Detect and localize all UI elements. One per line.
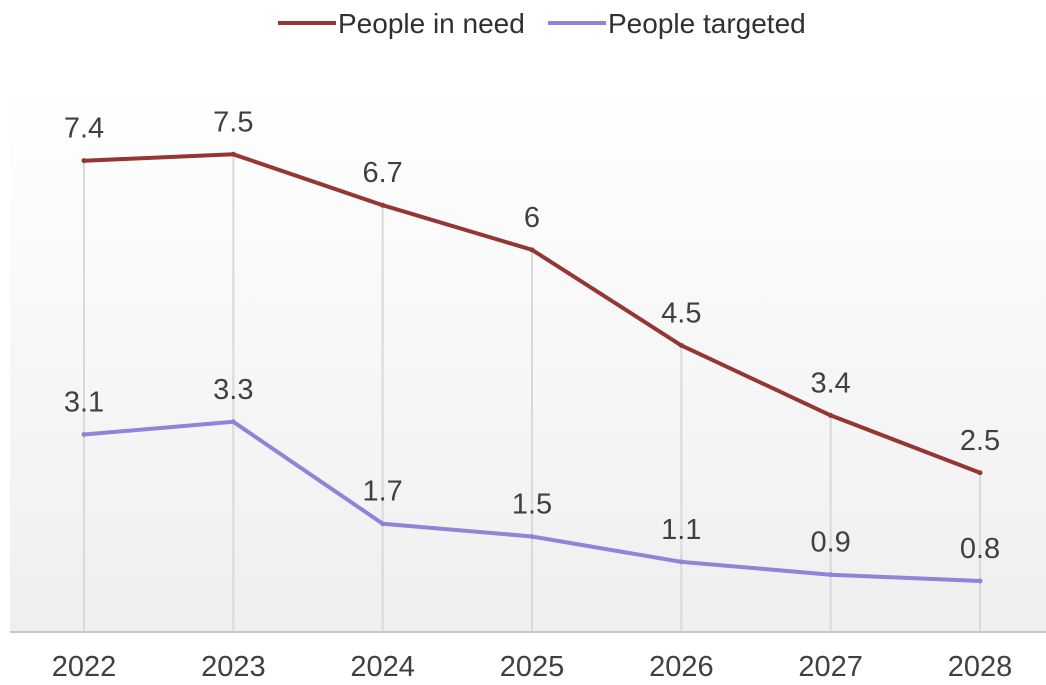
data-point-people-targeted-2026 (678, 559, 684, 565)
data-label-people-targeted-2022: 3.1 (64, 387, 104, 419)
data-label-people-targeted-2025: 1.5 (512, 488, 552, 520)
legend-label-people-targeted: People targeted (608, 8, 806, 39)
data-point-people-targeted-2024 (380, 521, 386, 527)
x-axis-ticks: 2022 2023 2024 2025 2026 2027 2028 (52, 651, 1013, 683)
x-tick-2022: 2022 (52, 651, 117, 683)
x-tick-2028: 2028 (948, 651, 1013, 683)
legend-item-people-targeted: People targeted (548, 8, 806, 39)
data-label-people-in-need-2025: 6 (524, 202, 540, 234)
legend-item-people-in-need: People in need (278, 8, 525, 39)
legend-label-people-in-need: People in need (338, 8, 525, 39)
data-point-people-in-need-2023 (230, 151, 236, 157)
data-label-people-in-need-2023: 7.5 (213, 106, 253, 138)
data-labels: 7.4 7.5 6.7 6 4.5 3.4 2.5 3.1 3.3 1.7 1.5 1.1 0.9 0.8 (64, 106, 1000, 565)
data-point-people-targeted-2023 (230, 419, 236, 425)
x-tick-2026: 2026 (649, 651, 714, 683)
series-lines (81, 151, 983, 584)
legend: People in need People targeted (278, 8, 806, 39)
data-point-people-targeted-2028 (977, 578, 983, 584)
data-label-people-targeted-2023: 3.3 (213, 374, 253, 406)
data-point-people-targeted-2022 (81, 432, 87, 438)
data-point-people-in-need-2027 (828, 412, 834, 418)
data-label-people-in-need-2028: 2.5 (960, 425, 1000, 457)
data-point-people-in-need-2026 (678, 342, 684, 348)
x-tick-2027: 2027 (798, 651, 863, 683)
data-point-people-in-need-2024 (380, 202, 386, 208)
data-point-people-targeted-2027 (828, 572, 834, 578)
data-label-people-in-need-2027: 3.4 (811, 367, 851, 399)
data-label-people-targeted-2026: 1.1 (661, 514, 701, 546)
data-label-people-targeted-2028: 0.8 (960, 533, 1000, 565)
x-tick-2024: 2024 (350, 651, 415, 683)
data-point-people-in-need-2022 (81, 158, 87, 164)
data-point-people-in-need-2025 (529, 247, 535, 253)
data-point-people-in-need-2028 (977, 470, 983, 476)
gridlines (83, 154, 981, 632)
data-label-people-targeted-2024: 1.7 (363, 476, 403, 508)
x-tick-2023: 2023 (201, 651, 266, 683)
data-label-people-in-need-2024: 6.7 (363, 157, 403, 189)
data-label-people-in-need-2022: 7.4 (64, 113, 104, 145)
data-label-people-targeted-2027: 0.9 (811, 527, 851, 559)
data-point-people-targeted-2025 (529, 533, 535, 539)
plot-background (10, 80, 1046, 632)
x-tick-2025: 2025 (500, 651, 565, 683)
data-label-people-in-need-2026: 4.5 (661, 297, 701, 329)
